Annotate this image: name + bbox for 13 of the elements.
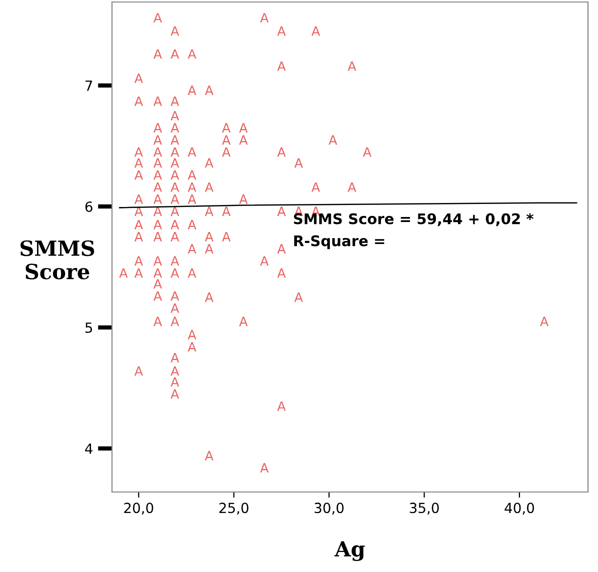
y-tick-label: 6 (85, 201, 92, 212)
y-tick-label: 5 (85, 322, 92, 333)
x-axis-title: Ag (334, 541, 365, 562)
y-axis-title: SMMS Score (20, 240, 94, 280)
x-tick-label: 40,0 (504, 502, 534, 515)
annotation: R-Square = (294, 235, 384, 250)
y-tick-label: 4 (85, 444, 92, 454)
x-tick-label: 20,0 (124, 502, 154, 515)
x-tick-label: 35,0 (410, 502, 439, 515)
y-tick-label: 7 (86, 80, 92, 91)
annotation: SMMS Score = 59,44 + 0,02 * (294, 213, 534, 226)
x-tick-label: 30,0 (314, 502, 344, 515)
x-tick-label: 25,0 (219, 502, 248, 515)
